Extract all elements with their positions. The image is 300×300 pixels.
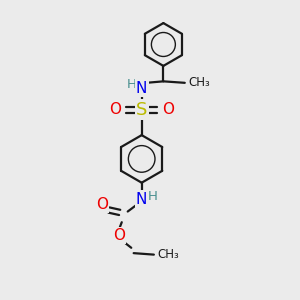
Text: S: S (136, 101, 147, 119)
Text: O: O (113, 228, 125, 243)
Text: H: H (127, 77, 137, 91)
Text: O: O (109, 102, 121, 117)
Text: O: O (96, 196, 108, 211)
Text: H: H (148, 190, 158, 203)
Text: O: O (162, 102, 174, 117)
Text: N: N (136, 81, 147, 96)
Text: N: N (136, 191, 147, 206)
Text: CH₃: CH₃ (188, 76, 210, 89)
Text: CH₃: CH₃ (158, 248, 179, 261)
